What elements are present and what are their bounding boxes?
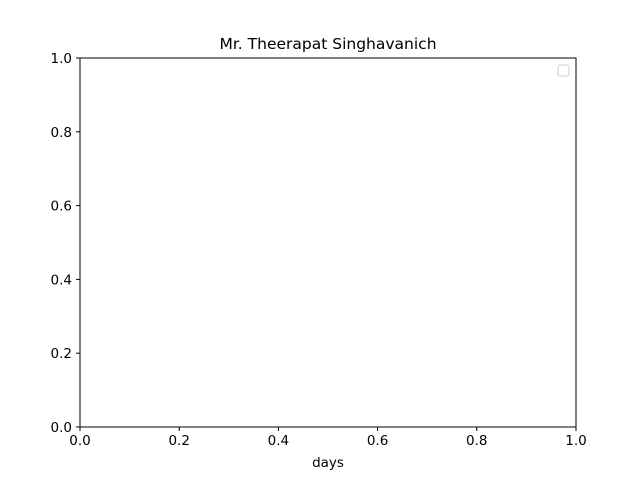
y-tick-label: 1.0 bbox=[51, 51, 72, 67]
x-axis-ticks: 0.0 0.2 0.4 0.6 0.8 1.0 bbox=[69, 427, 587, 449]
x-tick-label: 0.8 bbox=[466, 433, 487, 449]
y-tick-label: 0.6 bbox=[51, 199, 72, 215]
x-tick-label: 0.6 bbox=[367, 433, 388, 449]
y-tick-label: 0.4 bbox=[51, 272, 72, 288]
x-tick-label: 0.4 bbox=[268, 433, 289, 449]
plot-area-frame bbox=[79, 57, 577, 428]
legend-box bbox=[557, 64, 570, 77]
x-tick-label: 1.0 bbox=[565, 433, 586, 449]
chart-title: Mr. Theerapat Singhavanich bbox=[219, 35, 436, 53]
x-tick-label: 0.2 bbox=[168, 433, 189, 449]
y-tick-label: 0.8 bbox=[51, 125, 72, 141]
x-tick-label: 0.0 bbox=[69, 433, 90, 449]
y-axis-ticks: 0.0 0.2 0.4 0.6 0.8 1.0 bbox=[51, 51, 80, 436]
y-tick-label: 0.0 bbox=[51, 420, 72, 436]
x-axis-label: days bbox=[312, 455, 344, 471]
y-tick-label: 0.2 bbox=[51, 346, 72, 362]
